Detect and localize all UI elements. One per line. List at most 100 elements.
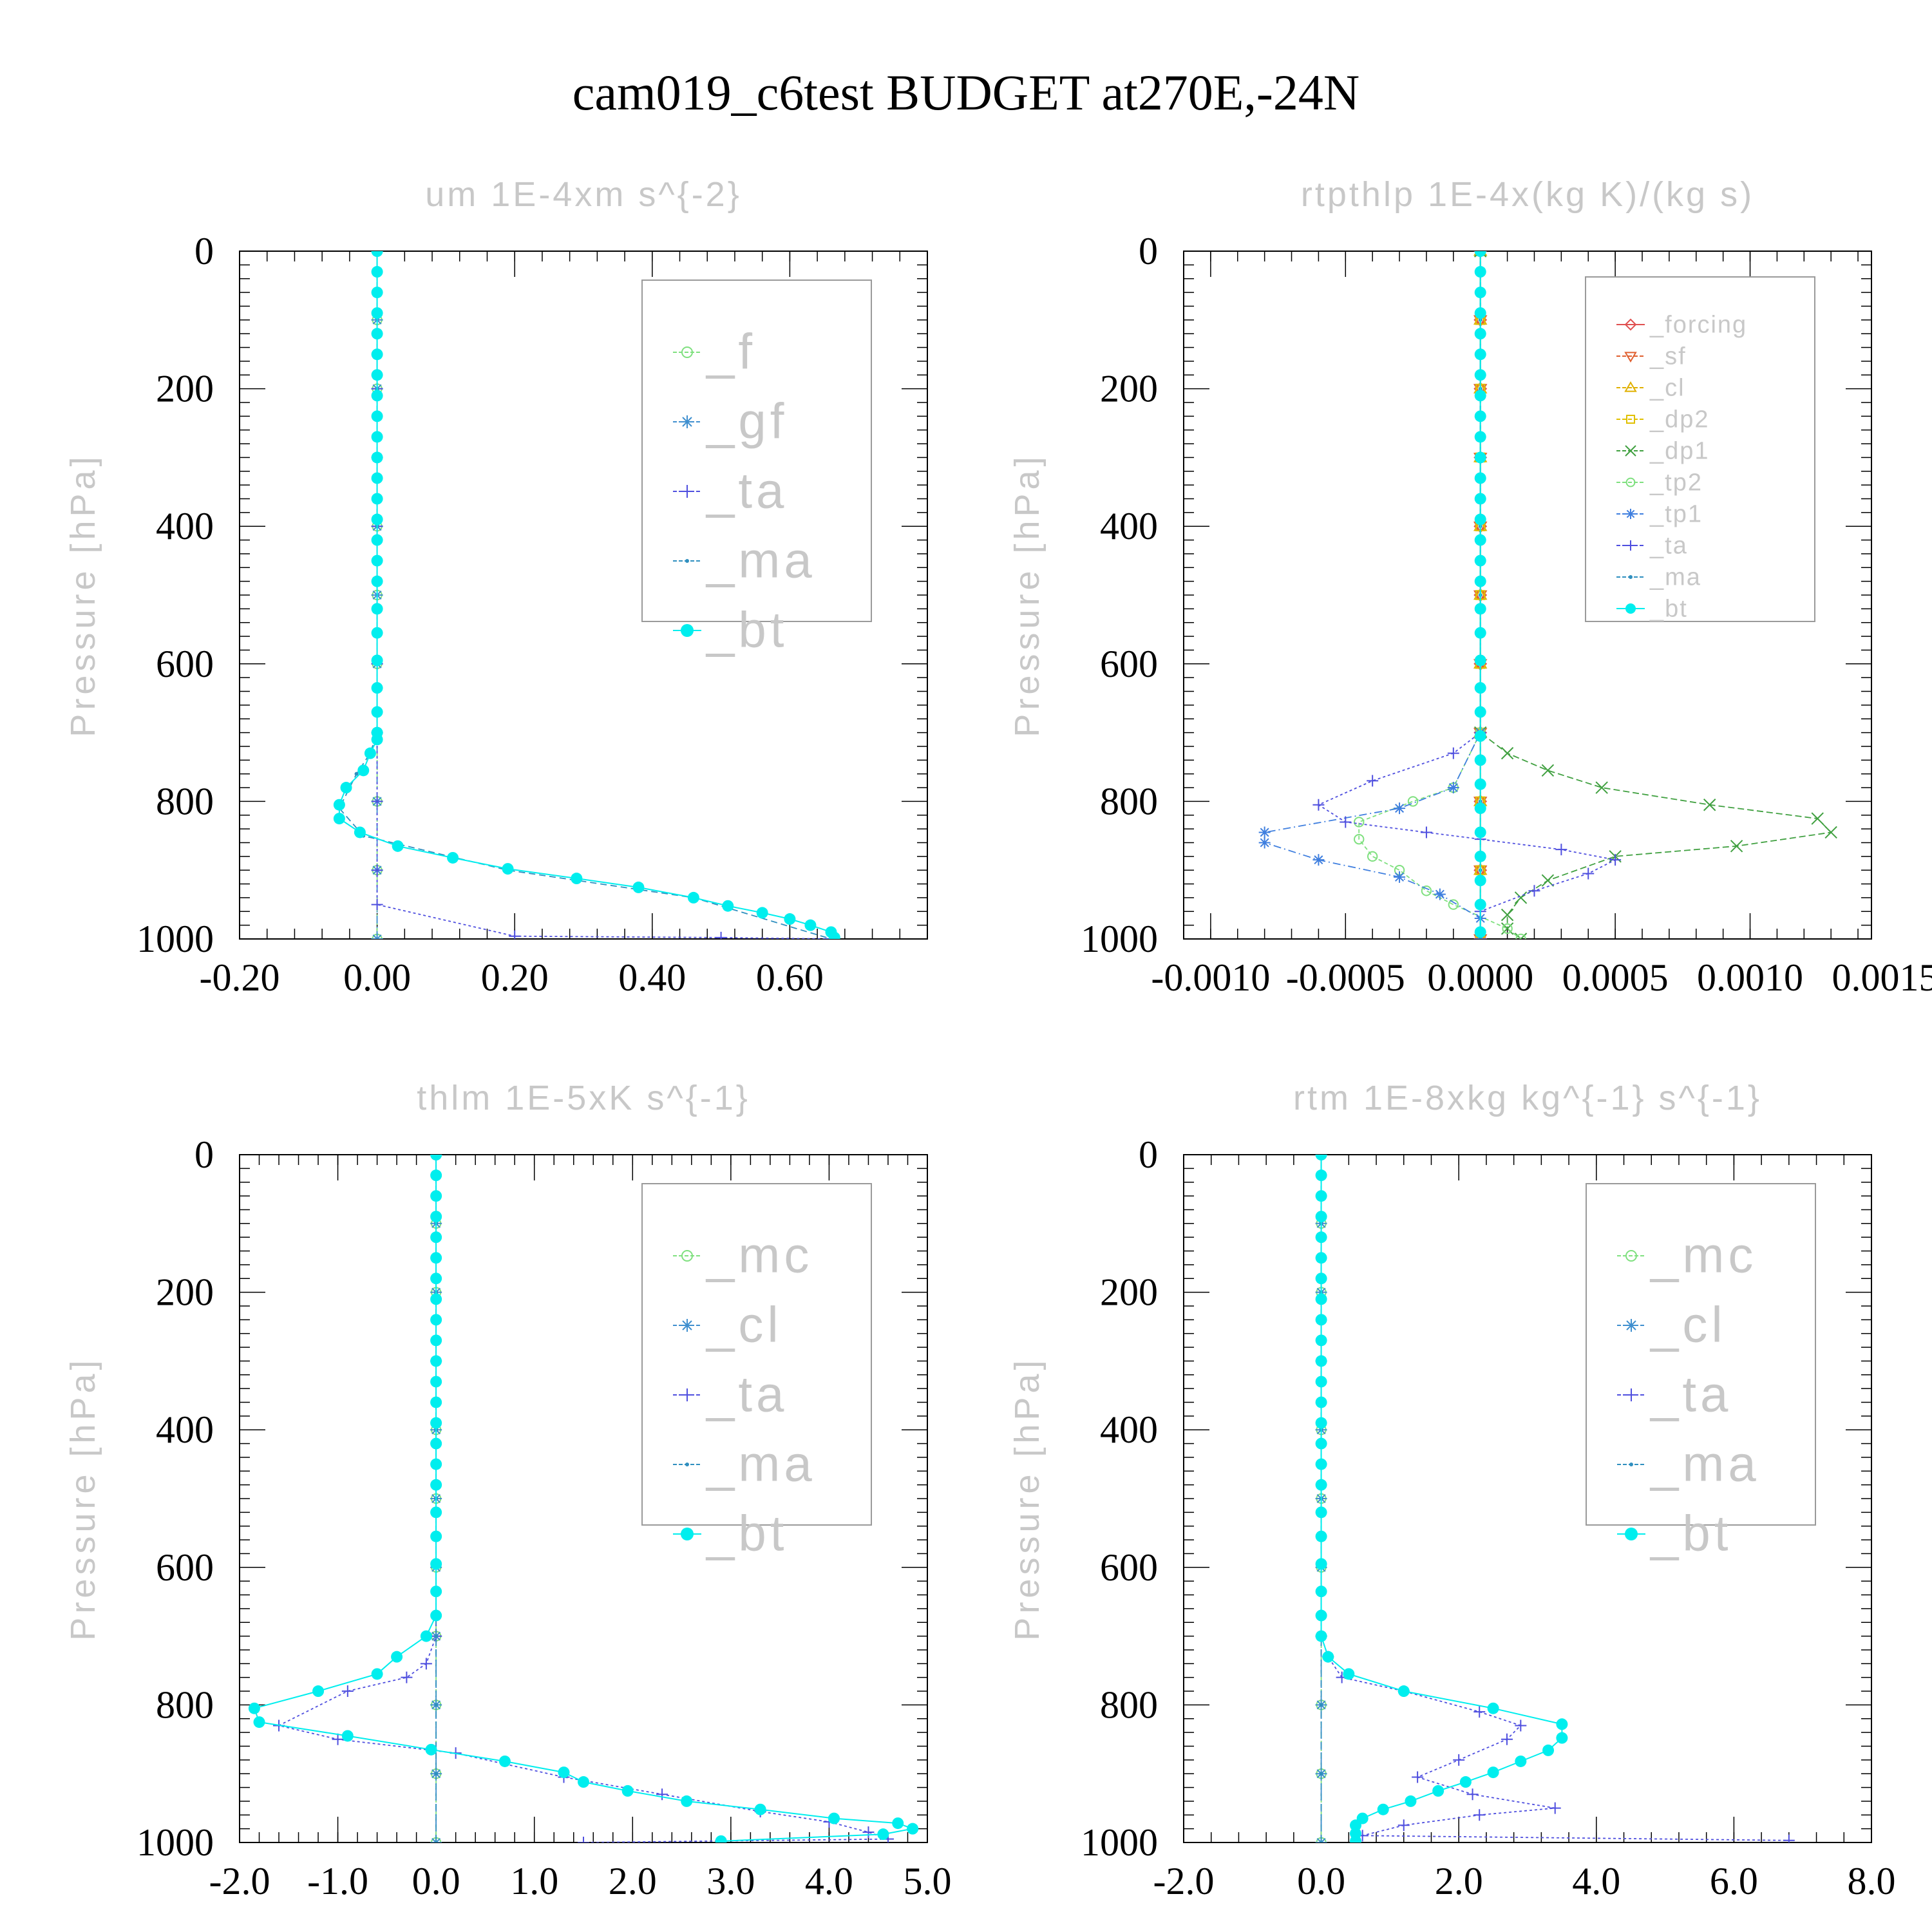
legend-label_gf: _gf xyxy=(705,393,788,450)
legend: _forcing _sf _cl _dp2 _dp1 _tp2 _tp1 _ta _ma _bt xyxy=(1585,276,1815,623)
data-point_bt xyxy=(430,1355,442,1367)
data-point_bt xyxy=(371,534,383,546)
data-point_bt xyxy=(1315,1586,1327,1598)
data-point_tp2 xyxy=(1367,851,1378,862)
data-point_bt xyxy=(1315,1479,1327,1491)
data-point_bt xyxy=(1315,1314,1327,1326)
legend-label_mc: _mc xyxy=(1649,1227,1757,1283)
data-point_ta xyxy=(1312,799,1325,811)
legend-box xyxy=(641,279,872,622)
data-point_bt xyxy=(1315,1396,1327,1408)
data-point_bt xyxy=(1474,513,1486,526)
x-tick-label: -0.0005 xyxy=(1286,956,1405,999)
legend-marker_forcing xyxy=(1624,318,1637,331)
data-point_ta xyxy=(1609,854,1622,866)
data-point_tp2 xyxy=(1354,833,1365,845)
legend-marker_ma xyxy=(685,559,689,563)
data-point_bt xyxy=(333,813,345,825)
data-point_bt xyxy=(430,1293,442,1305)
legend-marker_bt xyxy=(1625,1528,1638,1540)
data-point_bt xyxy=(357,764,370,777)
data-point_bt xyxy=(1474,850,1486,862)
data-point_dp1 xyxy=(1541,764,1555,777)
data-point_ta xyxy=(1783,1834,1795,1842)
data-point_bt xyxy=(354,826,366,838)
legend-label_cl: _cl xyxy=(705,1296,782,1353)
data-point_tp1 xyxy=(1258,826,1271,838)
y-axis-label: Pressure [hPa] xyxy=(64,453,102,737)
data-point_bt xyxy=(1474,802,1486,815)
data-point_ma xyxy=(434,1772,439,1776)
data-point_bt xyxy=(1315,1506,1327,1519)
legend-label_ta: _ta xyxy=(705,462,788,519)
data-point_ta xyxy=(1412,1771,1424,1783)
y-tick-label: 0 xyxy=(1139,230,1158,272)
legend-box xyxy=(1585,276,1815,622)
data-point_bt xyxy=(371,493,383,505)
data-point_bt xyxy=(371,410,383,422)
legend-marker_bt xyxy=(681,624,694,637)
legend-label_dp1: _dp1 xyxy=(1649,438,1710,465)
legend-marker_gf xyxy=(681,415,694,428)
data-point_bt xyxy=(371,575,383,587)
data-layer xyxy=(248,1155,919,1842)
data-point_dp1 xyxy=(1514,933,1528,939)
legend-marker_ta xyxy=(1625,540,1636,551)
data-point_ta xyxy=(332,1733,344,1745)
y-tick-label: 600 xyxy=(156,643,214,685)
data-layer xyxy=(1315,1155,1795,1842)
data-point_tp1 xyxy=(1394,802,1406,815)
data-point_bt xyxy=(1315,1155,1327,1160)
data-point_tp2 xyxy=(1448,899,1459,910)
data-point_bt xyxy=(1377,1803,1389,1815)
panel-top-left: -0.20 0.00 0.20 0.40 0.60 0 200 400 600 800 1000 um… xyxy=(64,175,928,999)
data-point_ta xyxy=(1447,747,1459,759)
x-tick-label: -2.0 xyxy=(209,1860,270,1902)
y-tick-label: 1000 xyxy=(137,1821,214,1864)
data-point_ta xyxy=(1501,1733,1513,1745)
legend-label_bt: _bt xyxy=(705,601,788,658)
data-point_ta xyxy=(862,1826,875,1838)
data-point_bt xyxy=(1474,778,1486,790)
y-axis-label: Pressure [hPa] xyxy=(1008,1356,1046,1640)
series-line_tp1 xyxy=(1264,251,1481,939)
data-point_bt xyxy=(430,1437,442,1450)
data-point_bt xyxy=(333,799,345,811)
data-point_bt xyxy=(371,1668,383,1680)
data-point_tp1 xyxy=(1258,837,1271,849)
y-tick-label: 0 xyxy=(194,1133,214,1176)
legend-marker_tp2 xyxy=(1625,477,1636,488)
data-point_ta xyxy=(715,931,727,939)
data-point_bt xyxy=(571,873,583,885)
panel-title: rtpthlp 1E-4x(kg K)/(kg s) xyxy=(1301,175,1754,214)
legend-marker_sf xyxy=(1624,352,1637,363)
x-tick-label: -0.20 xyxy=(200,956,280,999)
data-point_bt xyxy=(430,1170,442,1182)
data-point_bt xyxy=(1315,1252,1327,1264)
data-point_bt xyxy=(1315,1530,1327,1542)
data-point_tp2 xyxy=(1502,923,1513,934)
data-point_ta xyxy=(656,1788,668,1801)
y-tick-label: 0 xyxy=(1139,1133,1158,1176)
data-point_bt xyxy=(1474,627,1486,639)
series-line_ta xyxy=(1320,1155,1789,1841)
data-point_bt xyxy=(430,1506,442,1519)
data-point_tp1 xyxy=(1394,871,1406,883)
y-tick-label: 1000 xyxy=(1081,1821,1158,1864)
legend-marker_f xyxy=(681,346,693,358)
y-tick-label: 600 xyxy=(1100,643,1158,685)
data-point_bt xyxy=(430,1155,442,1160)
data-point_bt xyxy=(804,919,817,931)
data-point_bt xyxy=(1315,1376,1327,1388)
legend-label_cl: _cl xyxy=(1649,375,1685,402)
series-line_bt xyxy=(1320,1155,1563,1841)
x-tick-label: 0.00 xyxy=(343,956,411,999)
data-point_dp1 xyxy=(1501,908,1514,922)
data-point_bt xyxy=(430,1252,442,1264)
legend-marker_cl xyxy=(1625,1319,1638,1332)
data-point_bt xyxy=(1474,251,1486,257)
data-point_bt xyxy=(1474,348,1486,361)
legend-marker_ta xyxy=(1625,1388,1638,1401)
data-point_bt xyxy=(420,1630,432,1642)
data-point_ta xyxy=(1555,844,1567,856)
